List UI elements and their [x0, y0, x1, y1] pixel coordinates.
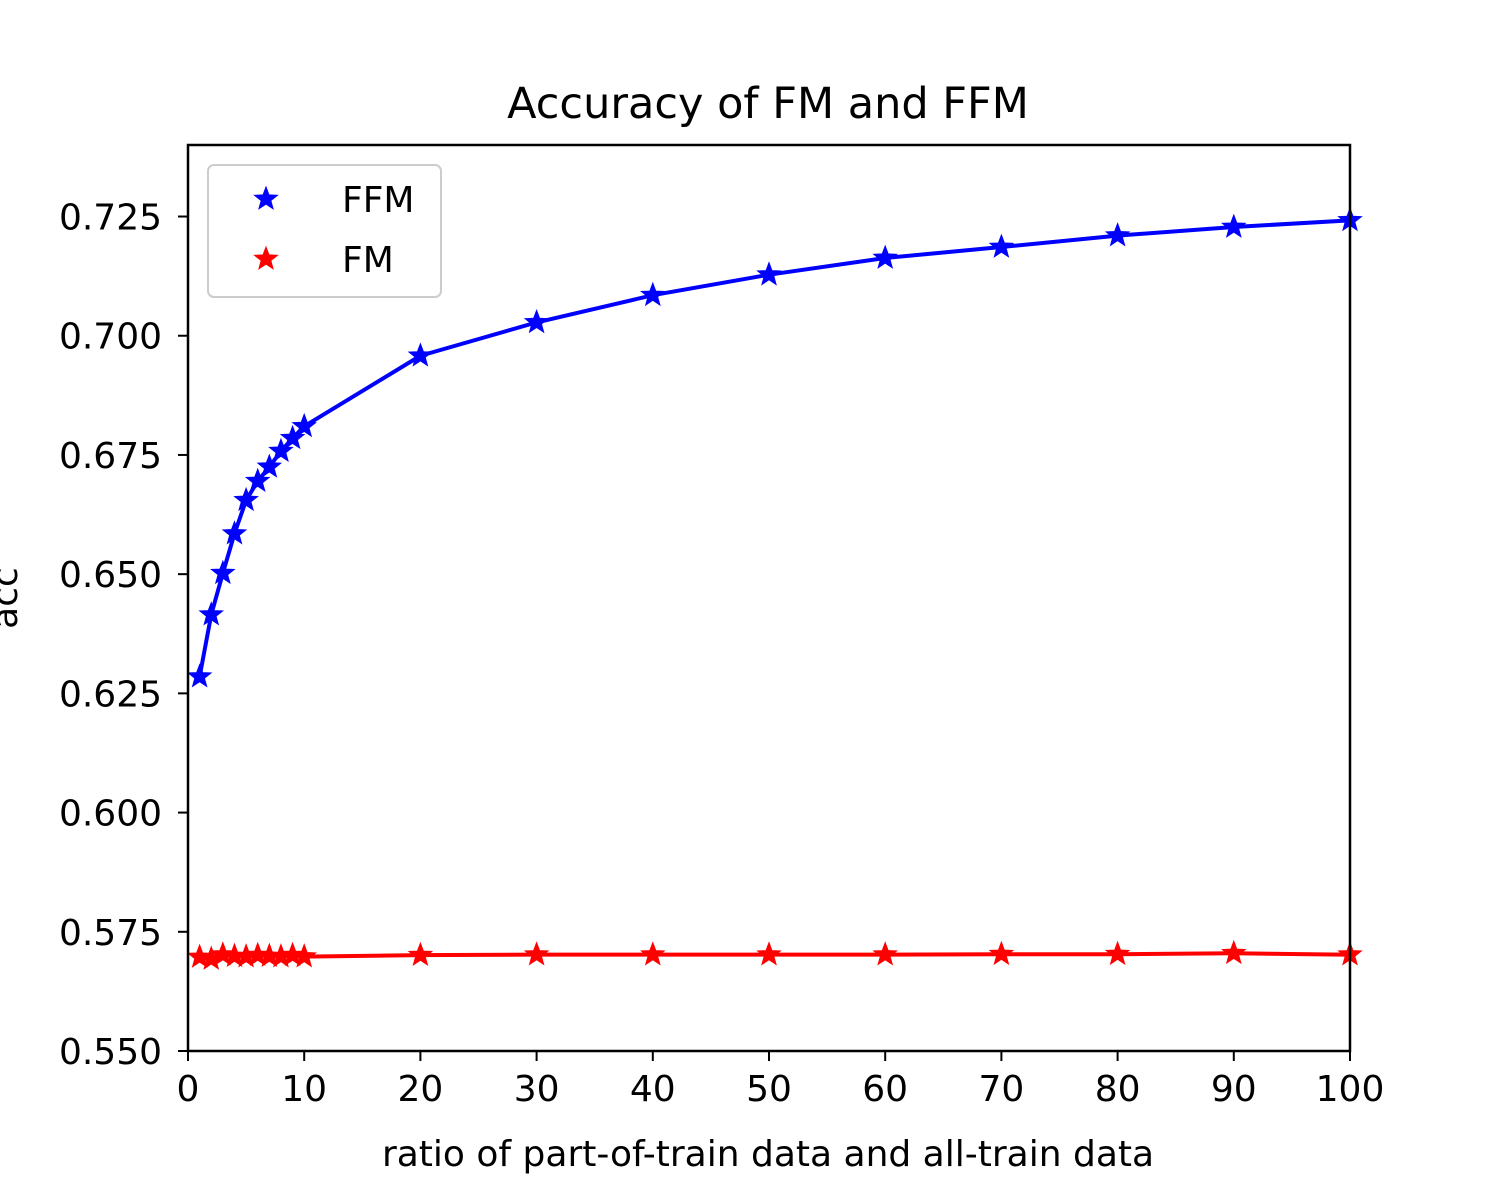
y-axis-ticks: 0.550 0.575 0.600 0.625 0.650 0.675 0.700 0.725	[59, 198, 188, 1073]
data-point-ffm	[210, 559, 236, 585]
x-tick-label: 0	[177, 1069, 200, 1110]
data-point-fm	[756, 941, 782, 966]
legend: FFM FM	[207, 164, 442, 298]
legend-marker-fm	[253, 245, 279, 270]
x-tick-label: 20	[397, 1069, 443, 1110]
data-point-ffm	[268, 437, 294, 462]
y-tick-label: 0.625	[59, 674, 162, 715]
y-tick-label: 0.575	[59, 913, 162, 954]
data-point-ffm	[291, 412, 317, 438]
x-tick-label: 60	[862, 1069, 908, 1110]
x-tick-label: 70	[978, 1069, 1024, 1110]
x-tick-label: 40	[630, 1069, 676, 1110]
data-point-ffm	[988, 233, 1015, 258]
data-point-ffm	[244, 467, 271, 493]
data-point-ffm	[186, 663, 213, 688]
data-point-ffm	[1221, 213, 1247, 238]
data-point-ffm	[523, 308, 550, 334]
legend-label-fm: FM	[342, 240, 394, 281]
x-tick-label: 50	[746, 1069, 792, 1110]
data-point-ffm	[756, 261, 782, 286]
data-point-ffm	[256, 453, 283, 478]
data-point-fm	[872, 941, 898, 966]
data-point-fm	[1221, 939, 1247, 965]
y-tick-label: 0.700	[59, 317, 162, 358]
legend-label-ffm: FFM	[342, 180, 414, 221]
plot-area	[186, 206, 1363, 970]
legend-marker-ffm	[253, 185, 279, 210]
data-point-fm	[988, 940, 1015, 966]
x-tick-label: 90	[1211, 1069, 1257, 1110]
data-point-ffm	[872, 244, 898, 269]
data-point-fm	[291, 943, 317, 968]
x-tick-label: 100	[1316, 1069, 1385, 1110]
data-point-fm	[407, 941, 434, 967]
data-point-ffm	[1104, 222, 1131, 247]
y-tick-label: 0.550	[59, 1032, 162, 1073]
data-point-fm	[186, 943, 213, 968]
axes-frame	[186, 143, 1352, 1053]
y-axis-title: acc	[0, 567, 26, 629]
x-axis-ticks: 0 10 20 30 40 50 60 70 80 90 100	[177, 1051, 1385, 1110]
x-tick-label: 30	[514, 1069, 560, 1110]
data-point-ffm	[221, 520, 248, 545]
data-point-ffm	[407, 342, 434, 367]
data-point-fm	[1104, 940, 1131, 966]
y-tick-label: 0.675	[59, 436, 162, 477]
data-point-ffm	[279, 424, 306, 450]
data-point-ffm	[640, 281, 666, 307]
data-point-fm	[523, 941, 550, 966]
data-point-ffm	[198, 601, 225, 626]
data-point-fm	[640, 941, 666, 966]
x-tick-label: 10	[281, 1069, 327, 1110]
x-tick-label: 80	[1095, 1069, 1141, 1110]
x-axis-title: ratio of part-of-train data and all-trai…	[382, 1134, 1154, 1175]
y-tick-label: 0.725	[59, 198, 162, 239]
chart-title: Accuracy of FM and FFM	[507, 79, 1029, 129]
y-tick-label: 0.600	[59, 794, 162, 835]
data-point-ffm	[233, 486, 259, 512]
y-tick-label: 0.650	[59, 555, 162, 596]
